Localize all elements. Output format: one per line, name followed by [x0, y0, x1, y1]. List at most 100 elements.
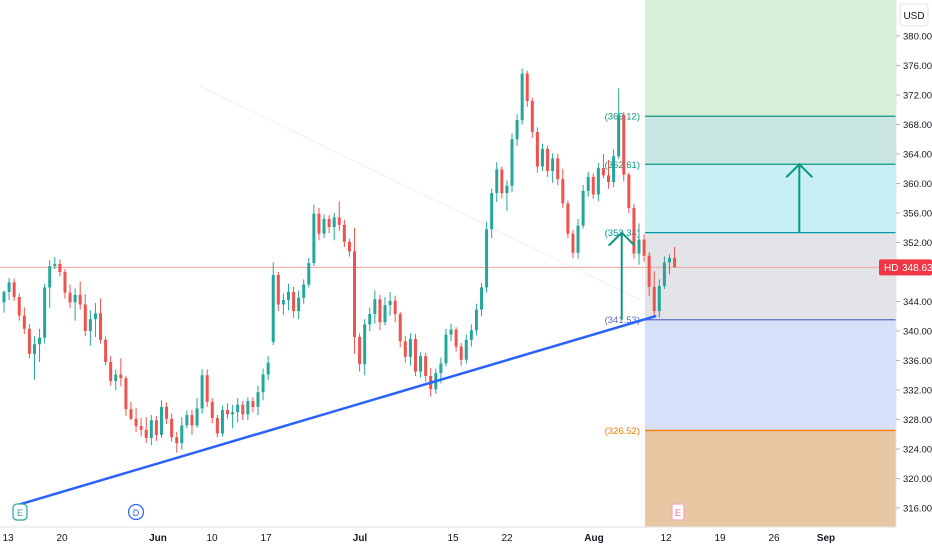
candle — [286, 283, 290, 311]
y-tick-label: 356.00 — [903, 209, 932, 220]
x-tick-label: 19 — [714, 533, 726, 544]
candle-body — [266, 362, 270, 375]
candle — [190, 409, 194, 435]
candle-body — [627, 174, 631, 208]
candle-body — [358, 336, 362, 365]
candle-body — [53, 263, 57, 267]
candle — [241, 401, 245, 421]
candle — [78, 281, 82, 310]
candle — [505, 180, 509, 211]
currency-label: USD — [903, 11, 924, 22]
candle-body — [566, 203, 570, 234]
candle-body — [454, 329, 458, 347]
candle-body — [632, 207, 636, 254]
candle-body — [337, 217, 341, 225]
candle-body — [99, 313, 103, 340]
marker-earnings-0: E — [12, 503, 28, 521]
candle — [627, 172, 631, 213]
candle-body — [149, 420, 153, 438]
candle — [322, 214, 326, 239]
candle — [246, 397, 250, 421]
candle-body — [134, 418, 138, 427]
trendline-layer[interactable] — [18, 315, 657, 506]
y-tick-label: 336.00 — [903, 356, 932, 367]
candle — [657, 279, 661, 318]
candle — [622, 111, 626, 182]
candle-body — [576, 225, 580, 253]
candle — [459, 342, 463, 366]
candle — [525, 70, 529, 107]
candle — [535, 127, 539, 173]
candle — [124, 375, 128, 416]
candle — [495, 162, 499, 202]
x-tick-label: 13 — [2, 533, 14, 544]
candles — [2, 68, 677, 453]
candle — [180, 417, 184, 450]
candle — [454, 327, 458, 352]
candle-body — [22, 315, 26, 329]
candle-body — [17, 297, 21, 316]
candle — [43, 283, 47, 344]
candle — [637, 223, 641, 265]
candle-body — [109, 361, 113, 382]
candle-body — [322, 218, 326, 234]
candle-body — [205, 375, 209, 402]
candle — [398, 311, 402, 348]
candle — [58, 259, 62, 277]
candle — [302, 279, 306, 304]
candle-body — [622, 114, 626, 175]
candle-body — [500, 169, 504, 194]
fib-zones: (369.12)(362.61)(353.34)(341.53)(326.52) — [605, 0, 896, 527]
currency-button[interactable] — [899, 3, 929, 27]
candle-body — [154, 420, 158, 435]
candle-body — [236, 404, 240, 413]
candle-body — [342, 224, 346, 242]
candle-body — [38, 337, 42, 345]
candle — [17, 293, 21, 321]
candle — [413, 333, 417, 376]
candle — [317, 207, 321, 241]
candle — [617, 88, 621, 160]
candle — [449, 323, 453, 342]
candle-body — [292, 291, 296, 312]
candle — [500, 166, 504, 199]
candle — [7, 277, 11, 301]
candle — [530, 97, 534, 138]
candle — [104, 336, 108, 365]
candle — [332, 213, 336, 241]
x-tick-label: 22 — [501, 533, 513, 544]
candle — [647, 252, 651, 297]
candle — [540, 143, 544, 171]
y-tick-label: 364.00 — [903, 150, 932, 161]
candle — [469, 324, 473, 347]
fib-zone-3 — [645, 232, 896, 320]
candle — [210, 398, 214, 424]
x-tick-label: 20 — [56, 533, 68, 544]
candle — [358, 333, 362, 372]
candle-body — [159, 406, 163, 435]
candle — [48, 260, 52, 309]
candle — [373, 290, 377, 324]
marker-dividend-1: D — [127, 503, 145, 521]
candle — [139, 418, 143, 437]
x-tick-label: Sep — [817, 533, 835, 544]
x-axis-ticks[interactable]: 13 20 Jun 10 17 Jul 15 22 Aug 12 19 26 Sep — [2, 533, 835, 544]
candle-body — [490, 193, 494, 230]
candle-body — [276, 274, 280, 305]
candle — [281, 293, 285, 315]
candle — [32, 336, 36, 380]
candle-body — [73, 294, 77, 303]
x-tick-label: 15 — [447, 533, 459, 544]
candle — [571, 229, 575, 258]
candle — [154, 415, 158, 441]
x-tick-label: Jul — [353, 533, 368, 544]
candle-body — [129, 409, 133, 419]
candle — [632, 204, 636, 259]
x-tick-label: Aug — [584, 533, 603, 544]
arrow-head — [608, 231, 636, 247]
candle — [586, 171, 590, 197]
y-tick-label: 368.00 — [903, 120, 932, 131]
last-price-tag: HD 348.63 — [879, 259, 932, 276]
